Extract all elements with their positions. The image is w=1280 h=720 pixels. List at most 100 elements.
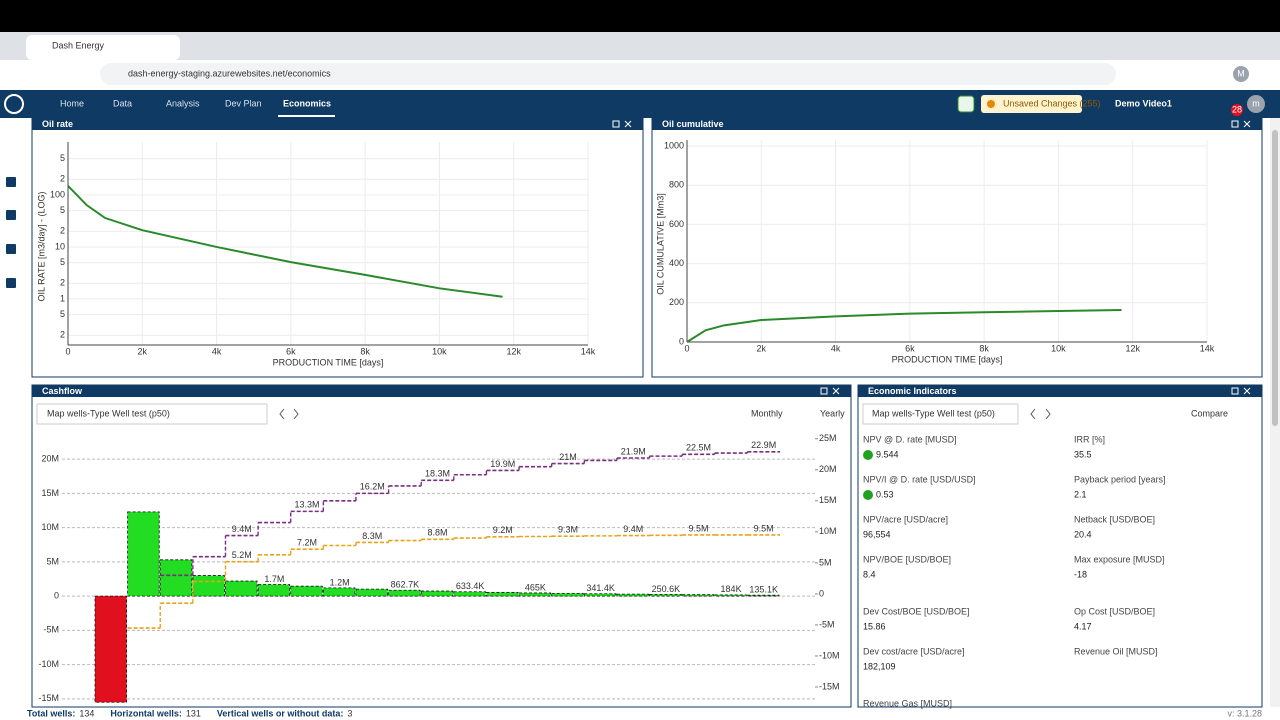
- sidebar-icon[interactable]: [6, 210, 16, 220]
- indicator-value: 35.5: [1074, 449, 1092, 459]
- y-tick-label: 5: [60, 257, 65, 267]
- indicator-label: IRR [%]: [1074, 434, 1105, 444]
- address-bar[interactable]: [100, 63, 1116, 85]
- y2-tick-label: 5M: [819, 557, 832, 567]
- sidebar-icon[interactable]: [6, 244, 16, 254]
- scroll-thumb[interactable]: [1272, 130, 1278, 426]
- y-tick-label: 0: [679, 336, 684, 346]
- data-line: [67, 185, 503, 298]
- toggle-label: Monthly: [751, 408, 783, 418]
- x-axis-title: PRODUCTION TIME [days]: [273, 357, 384, 367]
- x-tick-label: 4k: [212, 346, 222, 356]
- y-tick-label: 15M: [41, 488, 59, 498]
- panel-header: [652, 118, 1262, 130]
- dropdown[interactable]: [862, 403, 1019, 425]
- panel-header: [32, 118, 643, 130]
- y-tick-label: -5M: [44, 625, 60, 635]
- x-tick-label: 10k: [1051, 343, 1066, 353]
- bar: [192, 575, 225, 597]
- indicator-label: Revenue Oil [MUSD]: [1074, 646, 1158, 656]
- nav-item[interactable]: Economics: [283, 98, 331, 108]
- panel: [651, 117, 1263, 378]
- line-label: 13.3M: [295, 500, 320, 510]
- bar-label: 341.4K: [586, 583, 615, 593]
- x-tick-label: 10k: [432, 346, 447, 356]
- dropdown-text[interactable]: Map wells-Type Well test (p50): [872, 408, 995, 418]
- indicator-value: 8.4: [863, 569, 876, 579]
- bar: [94, 595, 128, 703]
- bar-label: 184K: [721, 584, 742, 594]
- close-icon[interactable]: [624, 120, 632, 128]
- y-tick-label: 2: [60, 226, 65, 236]
- x-tick-label: 8k: [979, 343, 989, 353]
- unsaved-badge[interactable]: [981, 95, 1082, 113]
- indicator-value: 96,554: [863, 529, 891, 539]
- close-icon[interactable]: [832, 387, 840, 395]
- close-icon[interactable]: [1243, 120, 1251, 128]
- bar: [388, 589, 421, 597]
- bar: [518, 592, 552, 597]
- maximize-icon[interactable]: [1231, 387, 1239, 395]
- nav-item[interactable]: Analysis: [166, 98, 200, 108]
- y2-tick-label: -10M: [819, 650, 840, 660]
- sidebar-icon[interactable]: [6, 278, 16, 288]
- y-tick-label: 2: [60, 278, 65, 288]
- logo[interactable]: [4, 94, 24, 114]
- line-label: 22.5M: [686, 443, 711, 453]
- nav-item[interactable]: Home: [60, 98, 84, 108]
- y-tick-label: 20M: [41, 454, 59, 464]
- bar: [616, 593, 649, 597]
- project-name[interactable]: Demo Video1: [1115, 98, 1172, 108]
- x-tick-label: 8k: [360, 346, 370, 356]
- bar-label: 1.7M: [264, 574, 284, 584]
- y-tick-label: -10M: [38, 659, 59, 669]
- footer-value: 3: [347, 708, 352, 718]
- maximize-icon[interactable]: [612, 120, 620, 128]
- panel-header: [32, 385, 851, 397]
- status-dot: [863, 450, 873, 460]
- dropdown[interactable]: [36, 403, 268, 425]
- line-label: 18.3M: [425, 469, 450, 479]
- x-tick-label: 6k: [905, 343, 915, 353]
- save-icon[interactable]: [957, 95, 975, 113]
- nav-item[interactable]: Dev Plan: [225, 98, 262, 108]
- indicator-value: 182,109: [863, 661, 896, 671]
- footer-label: Horizontal wells:: [110, 708, 182, 718]
- bar-label: 862.7K: [391, 580, 420, 590]
- y-axis-title: OIL CUMULATIVE [Mm3]: [655, 193, 665, 295]
- line-label: 9.3M: [558, 525, 578, 535]
- nav-item[interactable]: Data: [113, 98, 132, 108]
- chevron[interactable]: [279, 408, 299, 420]
- sidebar-icon[interactable]: [6, 177, 16, 187]
- status-dot: [863, 490, 873, 500]
- bar-label: 135.1K: [749, 585, 778, 595]
- avatar[interactable]: [1247, 95, 1265, 113]
- bar: [714, 594, 747, 597]
- version: v: 3.1.28: [1227, 708, 1262, 718]
- bar: [322, 587, 356, 597]
- y-tick-label: 10M: [41, 522, 59, 532]
- unsaved-text[interactable]: Unsaved Changes (255): [1003, 98, 1101, 108]
- panel-title: Economic Indicators: [868, 386, 957, 396]
- maximize-icon[interactable]: [1231, 120, 1239, 128]
- line-label: 22.9M: [751, 440, 776, 450]
- compare-label[interactable]: Compare: [1191, 408, 1228, 418]
- panel-title: Oil cumulative: [662, 119, 724, 129]
- bar: [746, 594, 780, 597]
- line-label: 9.4M: [232, 524, 252, 534]
- close-icon[interactable]: [1243, 387, 1251, 395]
- chevron[interactable]: [1030, 408, 1051, 420]
- profile-icon[interactable]: [1233, 66, 1249, 82]
- dropdown-text[interactable]: Map wells-Type Well test (p50): [47, 408, 170, 418]
- indicator-label: Payback period [years]: [1074, 474, 1166, 484]
- indicator-label: Max exposure [MUSD]: [1074, 554, 1165, 564]
- x-tick-label: 0: [684, 343, 689, 353]
- panel-title: Oil rate: [42, 119, 73, 129]
- x-tick-label: 0: [65, 346, 70, 356]
- panel-header: [858, 385, 1262, 397]
- y2-tick-label: -5M: [819, 619, 835, 629]
- maximize-icon[interactable]: [820, 387, 828, 395]
- tab[interactable]: [26, 35, 180, 60]
- x-axis-title: PRODUCTION TIME [days]: [892, 354, 1003, 364]
